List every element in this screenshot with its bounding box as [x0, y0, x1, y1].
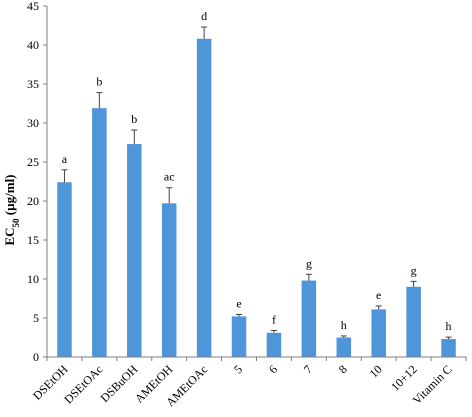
bar — [161, 203, 177, 357]
significance-letters: a b b ac d e f g h e g h — [62, 9, 452, 333]
bar — [196, 38, 212, 357]
bar — [336, 337, 352, 357]
y-tick-label: 40 — [27, 38, 39, 52]
significance-letter: a — [62, 152, 68, 166]
significance-letter: g — [306, 256, 312, 270]
y-axis-label-main: EC — [2, 227, 17, 245]
y-tick-label: 45 — [27, 0, 39, 13]
significance-letter: h — [341, 318, 347, 332]
significance-letter: g — [411, 263, 417, 277]
bar — [127, 144, 142, 357]
y-tick-label: 30 — [27, 116, 39, 130]
significance-letter: b — [131, 112, 137, 126]
significance-letter: f — [272, 312, 276, 326]
bar — [231, 316, 247, 357]
significance-letter: e — [376, 288, 381, 302]
y-tick-label: 20 — [27, 194, 39, 208]
y-axis-label-unit: (µg/ml) — [2, 174, 17, 218]
bar — [406, 286, 421, 357]
x-category-label: 7 — [301, 362, 315, 376]
y-tick-label: 25 — [27, 155, 39, 169]
bars — [57, 38, 456, 358]
significance-letter: d — [201, 9, 207, 23]
x-category-label: 10 — [366, 362, 384, 380]
significance-letter: ac — [164, 170, 175, 184]
y-tick-label: 15 — [27, 233, 39, 247]
y-tick-label: 0 — [33, 350, 39, 364]
y-axis-label: EC50 (µg/ml) — [2, 174, 21, 245]
y-axis-label-subscript: 50 — [11, 218, 21, 228]
y-tick-label: 5 — [33, 311, 39, 325]
bar — [441, 339, 456, 357]
bar — [57, 182, 72, 357]
x-category-label: 10+12 — [388, 362, 420, 394]
x-category-label: 8 — [336, 362, 350, 376]
bar — [266, 332, 282, 357]
x-category-label: 6 — [266, 362, 280, 376]
bar — [301, 280, 317, 357]
significance-letter: b — [96, 75, 102, 89]
y-axis-ticks: 0 5 10 15 20 25 30 35 40 45 — [27, 0, 467, 364]
significance-letter: h — [446, 319, 452, 333]
significance-letter: e — [236, 296, 241, 310]
bar — [371, 309, 386, 357]
y-tick-label: 35 — [27, 77, 39, 91]
x-category-label: DSEtOAc — [61, 362, 105, 406]
y-tick-label: 10 — [27, 272, 39, 286]
bar — [92, 108, 107, 358]
error-bars — [61, 26, 452, 340]
x-category-label: 5 — [231, 362, 245, 376]
